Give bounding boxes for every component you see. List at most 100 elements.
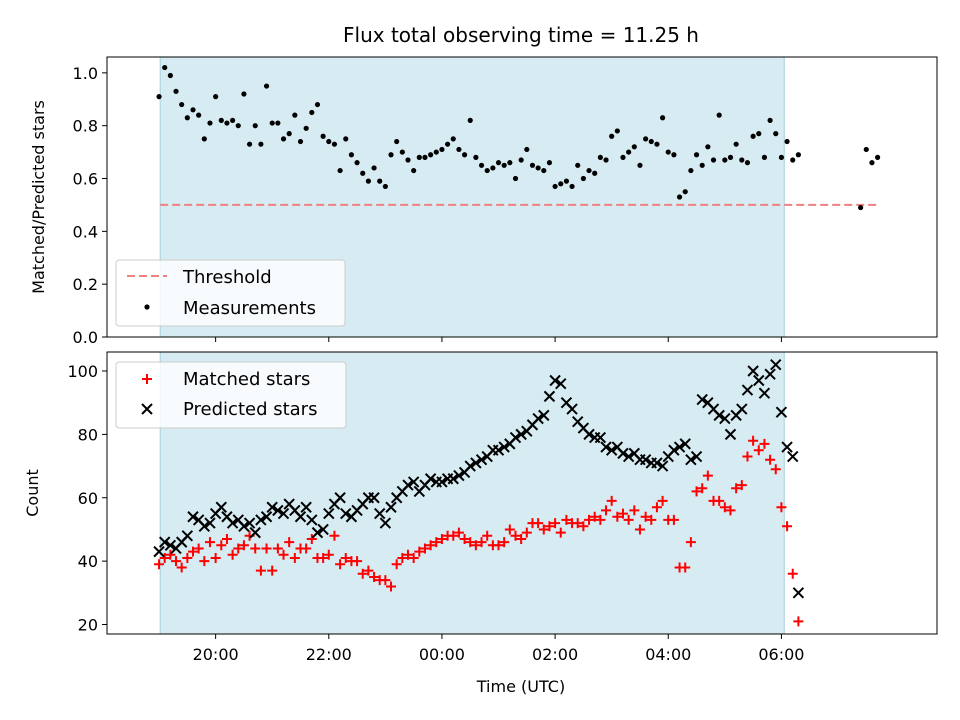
measurement-point	[450, 136, 456, 142]
measurement-point	[756, 131, 762, 137]
matched-star-point	[425, 540, 436, 551]
predicted-star-point	[277, 507, 290, 520]
measurement-point	[365, 178, 371, 184]
measurement-point	[659, 115, 666, 121]
measurement-point	[671, 152, 677, 158]
predicted-star-point	[492, 444, 505, 456]
measurement-point	[326, 138, 332, 145]
predicted-star-point	[764, 368, 776, 380]
measurement-point	[874, 154, 881, 160]
measurement-point	[377, 178, 383, 184]
bottom-y-tick-label: 40	[78, 552, 98, 571]
measurement-point	[626, 149, 632, 155]
measurement-points	[156, 64, 881, 211]
measurement-point	[744, 160, 751, 166]
matched-star-point	[238, 540, 249, 551]
measurement-point	[428, 152, 434, 158]
matched-star-point	[182, 552, 193, 563]
matched-star-point	[176, 562, 187, 573]
measurement-point	[705, 144, 711, 150]
matched-star-point	[793, 616, 804, 627]
measurement-point	[507, 160, 513, 166]
measurement-point	[773, 131, 779, 137]
matched-stars-points	[154, 436, 804, 627]
matched-star-point	[787, 568, 798, 579]
top-legend-box	[115, 259, 346, 327]
matched-star-point	[634, 524, 645, 535]
predicted-star-point	[543, 390, 556, 403]
measurement-point	[422, 154, 428, 160]
matched-star-point	[765, 454, 776, 465]
matched-star-point	[171, 556, 182, 567]
measurement-point	[371, 165, 377, 171]
predicted-star-point	[181, 530, 194, 542]
matched-star-point	[770, 464, 781, 475]
measurement-point	[682, 189, 688, 195]
x-tick-label: 22:00	[306, 645, 352, 664]
matched-star-point	[318, 552, 329, 563]
measurement-point	[162, 64, 168, 71]
matched-star-point	[493, 540, 504, 551]
measurement-point	[795, 152, 801, 158]
matched-star-point	[595, 514, 606, 525]
x-tick-label: 00:00	[419, 645, 465, 664]
matched-star-point	[759, 438, 770, 449]
measurement-point	[456, 146, 462, 153]
measurement-point	[592, 170, 598, 176]
measurement-point	[184, 115, 190, 121]
legend-matched-label: Matched stars	[183, 369, 310, 390]
measurement-point	[309, 109, 315, 116]
measurement-point	[230, 117, 236, 123]
bottom-y-tick-label: 20	[78, 615, 98, 634]
matched-star-point	[165, 549, 176, 560]
top-y-tick-label: 0.8	[73, 117, 98, 136]
measurement-point	[360, 170, 366, 176]
measurement-point	[648, 138, 654, 145]
predicted-star-point	[198, 520, 211, 532]
matched-star-point	[306, 533, 317, 544]
bottom-panel: 20 40 60 80 100 20:00 22:00 00:00 02:00 04:00 06:…	[23, 352, 938, 696]
predicted-star-point	[747, 365, 759, 377]
matched-star-point	[154, 559, 165, 570]
measurement-point	[501, 162, 507, 168]
predicted-star-point	[311, 526, 324, 539]
matched-star-point	[685, 537, 696, 548]
measurement-point	[693, 152, 700, 158]
matched-star-point	[623, 514, 634, 525]
matched-star-point	[555, 527, 566, 538]
measurement-point	[314, 101, 321, 108]
matched-star-point	[606, 495, 617, 506]
matched-star-point	[357, 568, 368, 579]
measurement-point	[869, 160, 875, 166]
x-tick-label: 02:00	[532, 645, 578, 664]
measurement-point	[337, 167, 343, 174]
matched-star-point	[504, 524, 515, 535]
measurement-point	[637, 162, 643, 168]
measurement-point	[784, 138, 790, 145]
matched-star-point	[261, 543, 272, 554]
matched-star-point	[436, 533, 447, 544]
matched-star-point	[221, 533, 232, 544]
matched-star-point	[617, 508, 628, 519]
measurement-point	[246, 141, 253, 147]
matched-star-point	[448, 530, 459, 541]
matched-star-point	[227, 549, 238, 560]
matched-star-point	[199, 556, 210, 567]
matched-star-point	[272, 543, 283, 554]
predicted-star-point	[300, 501, 312, 513]
measurement-point	[609, 133, 615, 139]
predicted-star-point	[424, 473, 437, 485]
measurement-point	[286, 131, 292, 137]
matched-star-point	[544, 521, 555, 532]
predicted-star-point	[685, 454, 697, 466]
predicted-star-point	[639, 454, 652, 466]
measurement-point	[665, 149, 671, 155]
measurement-point	[586, 167, 592, 174]
measurement-point	[258, 141, 264, 147]
matched-star-point	[640, 511, 651, 522]
predicted-star-point	[673, 441, 686, 453]
predicted-star-point	[605, 444, 618, 456]
matched-star-point	[255, 565, 266, 576]
measurement-point	[405, 157, 411, 163]
